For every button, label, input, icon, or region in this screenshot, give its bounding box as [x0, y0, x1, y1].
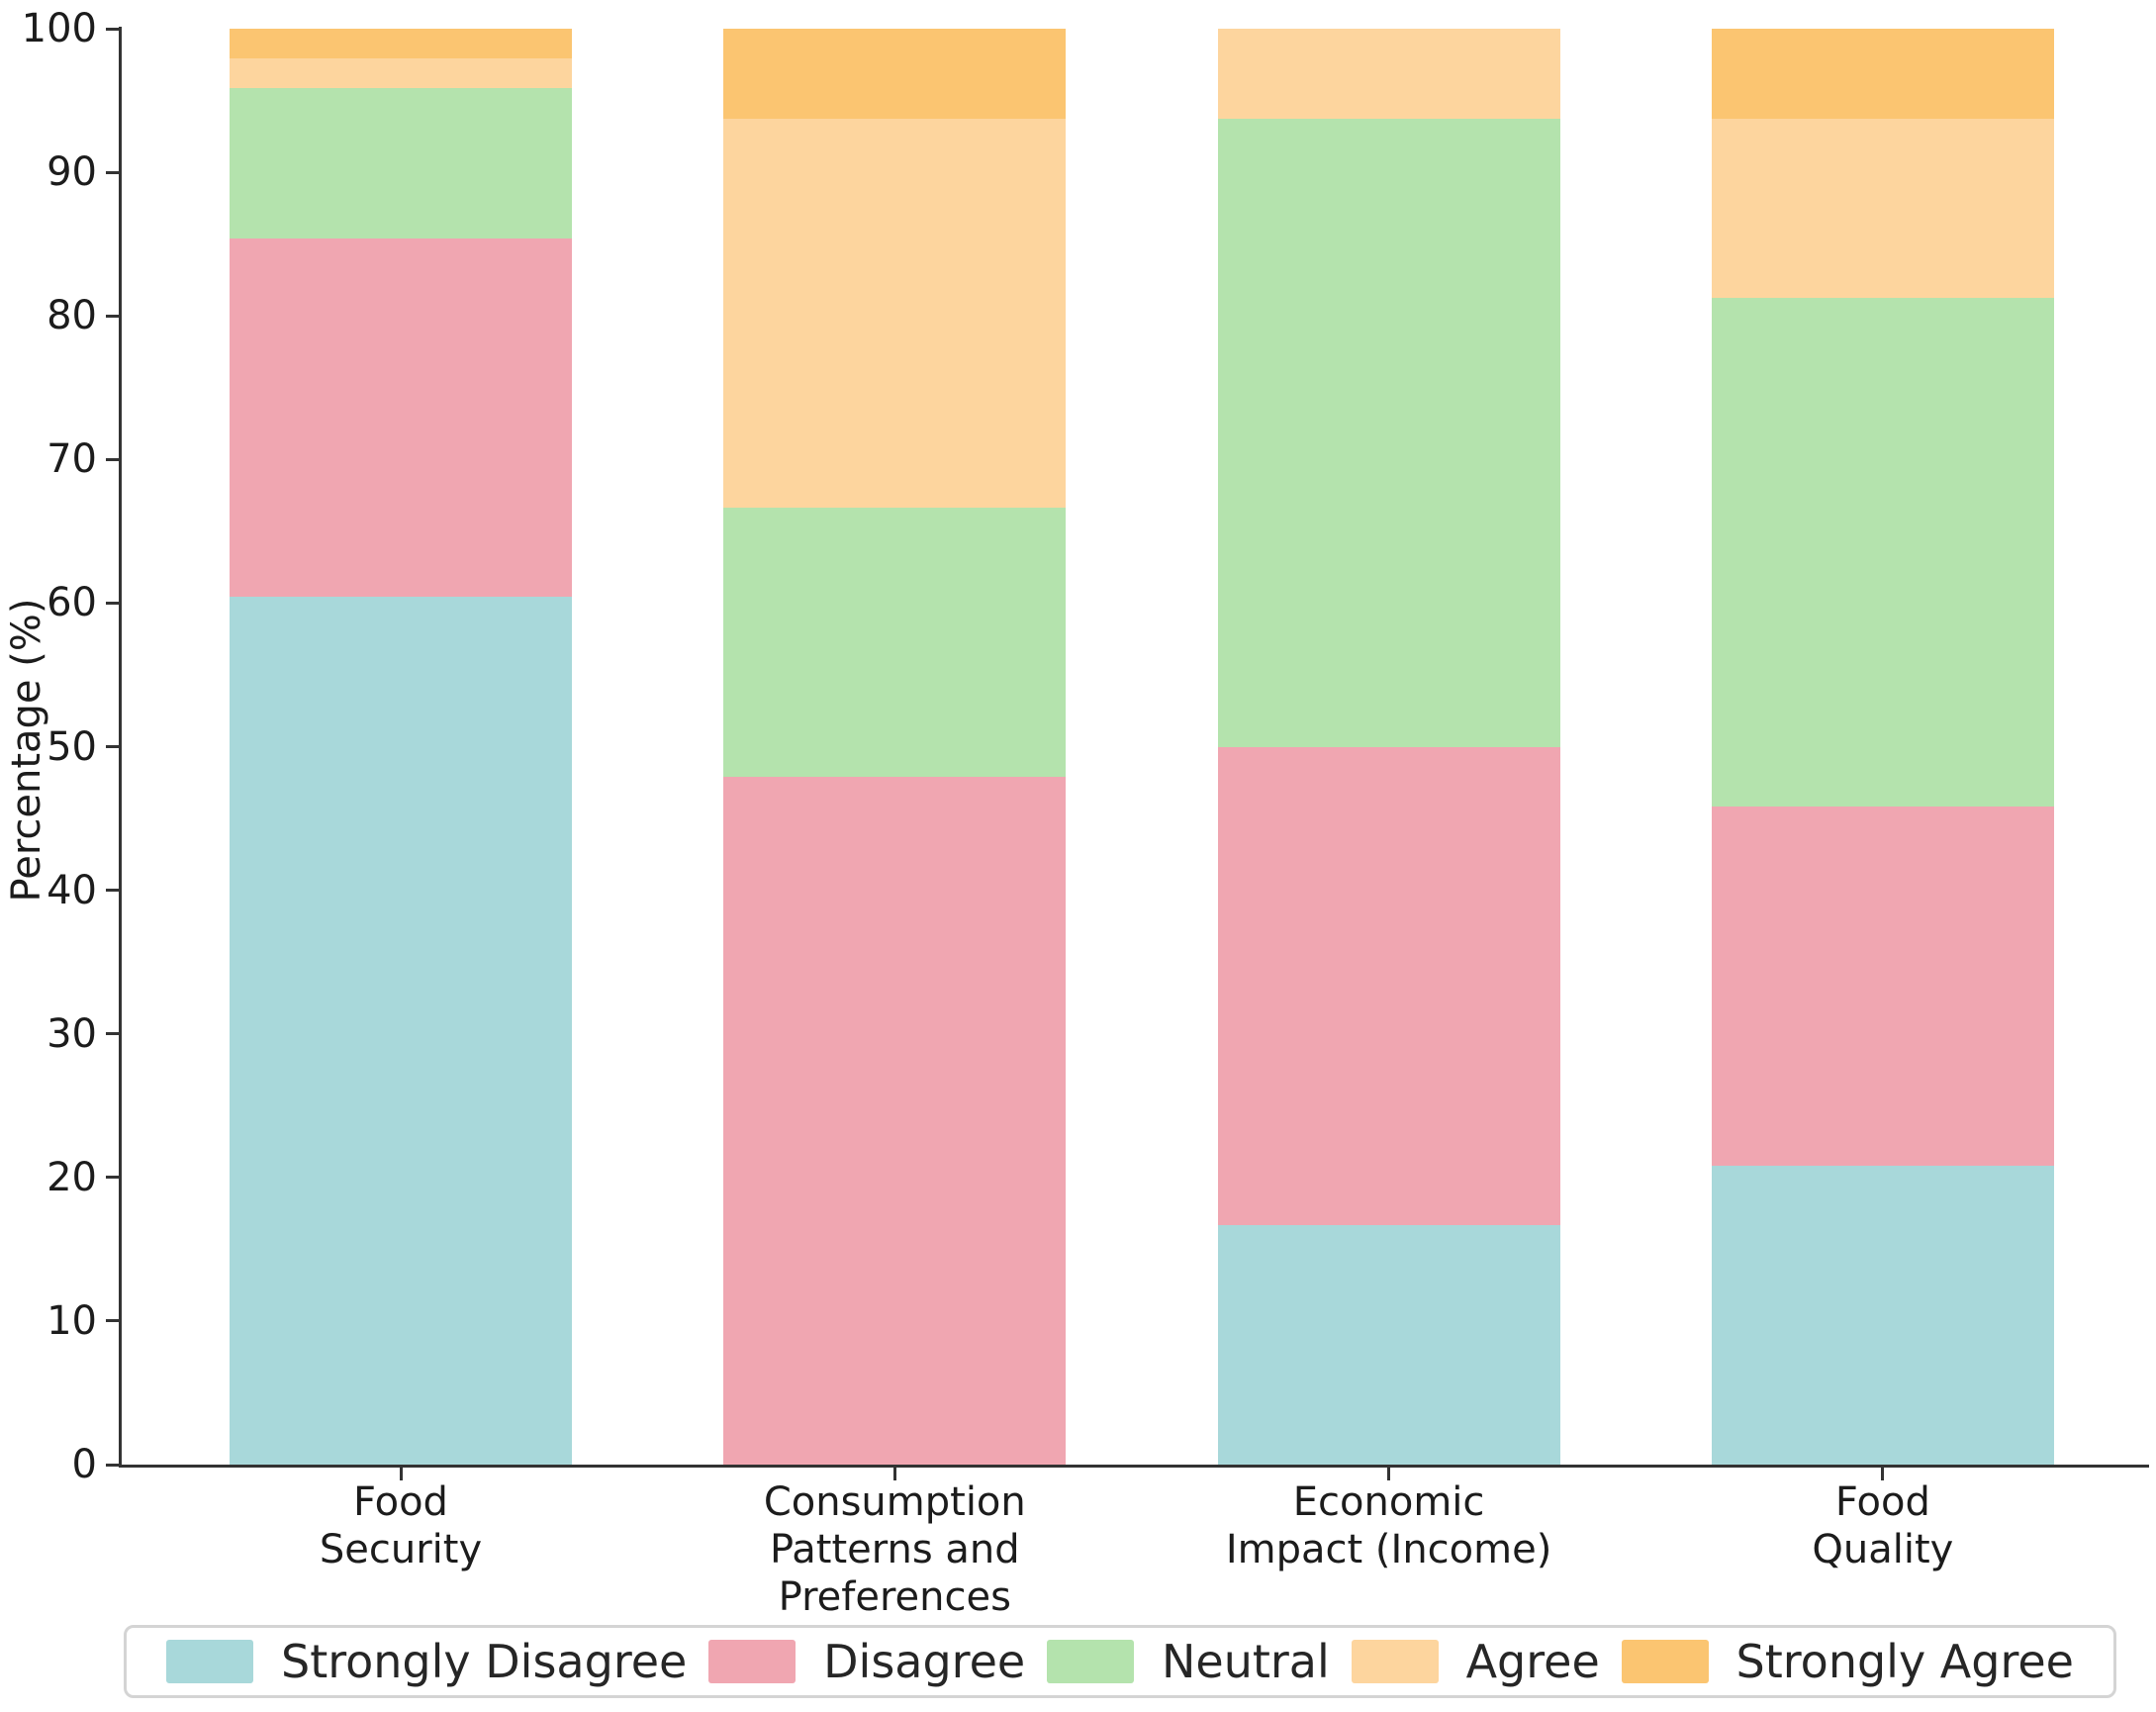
- y-tick: [106, 457, 119, 461]
- x-tick-label: Food Quality: [1812, 1479, 1954, 1572]
- bar-segment: [1711, 29, 2054, 119]
- y-tick: [106, 314, 119, 318]
- legend: Strongly Disagree Disagree Neutral Agree Str…: [124, 1625, 2116, 1698]
- y-tick: [106, 1176, 119, 1180]
- bar-segment: [723, 118, 1067, 508]
- y-tick-label: 0: [71, 1442, 97, 1487]
- legend-item: Strongly Agree: [1621, 1635, 2074, 1688]
- y-tick-label: 20: [47, 1154, 97, 1200]
- legend-swatch: [1351, 1640, 1439, 1683]
- y-tick-label: 90: [47, 149, 97, 196]
- legend-label: Neutral: [1161, 1635, 1330, 1688]
- bar-segment: [230, 597, 572, 1465]
- y-tick: [106, 170, 119, 174]
- legend-label: Strongly Agree: [1735, 1635, 2074, 1688]
- legend-swatch: [166, 1640, 253, 1683]
- x-tick: [892, 1468, 896, 1480]
- legend-item: Neutral: [1046, 1635, 1330, 1688]
- legend-label: Strongly Disagree: [281, 1635, 688, 1688]
- bar-segment: [1711, 1165, 2054, 1465]
- legend-swatch: [708, 1640, 797, 1683]
- bar-segment: [230, 88, 572, 238]
- x-tick-label: Economic Impact (Income): [1225, 1479, 1552, 1572]
- legend-swatch: [1621, 1640, 1709, 1683]
- y-tick: [106, 889, 119, 893]
- y-tick: [106, 1032, 119, 1036]
- bar-segment: [230, 29, 572, 59]
- y-tick: [106, 601, 119, 605]
- bar-segment: [1217, 118, 1560, 747]
- y-tick: [106, 1463, 119, 1467]
- bar-segment: [723, 776, 1067, 1465]
- bar-segment: [1217, 29, 1560, 119]
- bar-segment: [1711, 298, 2054, 807]
- x-tick-label: Food Security: [319, 1479, 483, 1572]
- y-tick-label: 10: [47, 1297, 97, 1344]
- legend-label: Disagree: [823, 1635, 1026, 1688]
- y-tick-label: 40: [47, 867, 97, 913]
- x-tick-label: Consumption Patterns and Preferences: [763, 1479, 1026, 1620]
- legend-item: Agree: [1351, 1635, 1600, 1688]
- bar-segment: [1711, 807, 2054, 1166]
- legend-swatch: [1046, 1640, 1134, 1683]
- legend-item: Disagree: [708, 1635, 1025, 1688]
- bar-segment: [1711, 118, 2054, 299]
- y-tick-label: 100: [21, 6, 97, 51]
- y-tick: [106, 27, 119, 31]
- y-tick-label: 60: [47, 580, 97, 626]
- x-tick: [399, 1468, 403, 1480]
- y-tick-label: 50: [47, 723, 97, 770]
- x-tick: [1387, 1468, 1391, 1480]
- bar-segment: [723, 507, 1067, 777]
- bar-segment: [1217, 1225, 1560, 1465]
- bar-segment: [723, 29, 1067, 119]
- y-tick-label: 70: [47, 436, 97, 483]
- x-tick: [1881, 1468, 1885, 1480]
- y-tick: [106, 745, 119, 748]
- bar-segment: [1217, 746, 1560, 1226]
- y-tick-label: 30: [47, 1010, 97, 1057]
- legend-label: Agree: [1465, 1635, 1600, 1688]
- legend-item: Strongly Disagree: [166, 1635, 687, 1688]
- left-spine: [119, 27, 122, 1468]
- y-tick: [106, 1319, 119, 1323]
- y-tick-label: 80: [47, 293, 97, 339]
- bar-segment: [230, 58, 572, 89]
- bottom-spine: [119, 1465, 2149, 1468]
- bar-segment: [230, 238, 572, 598]
